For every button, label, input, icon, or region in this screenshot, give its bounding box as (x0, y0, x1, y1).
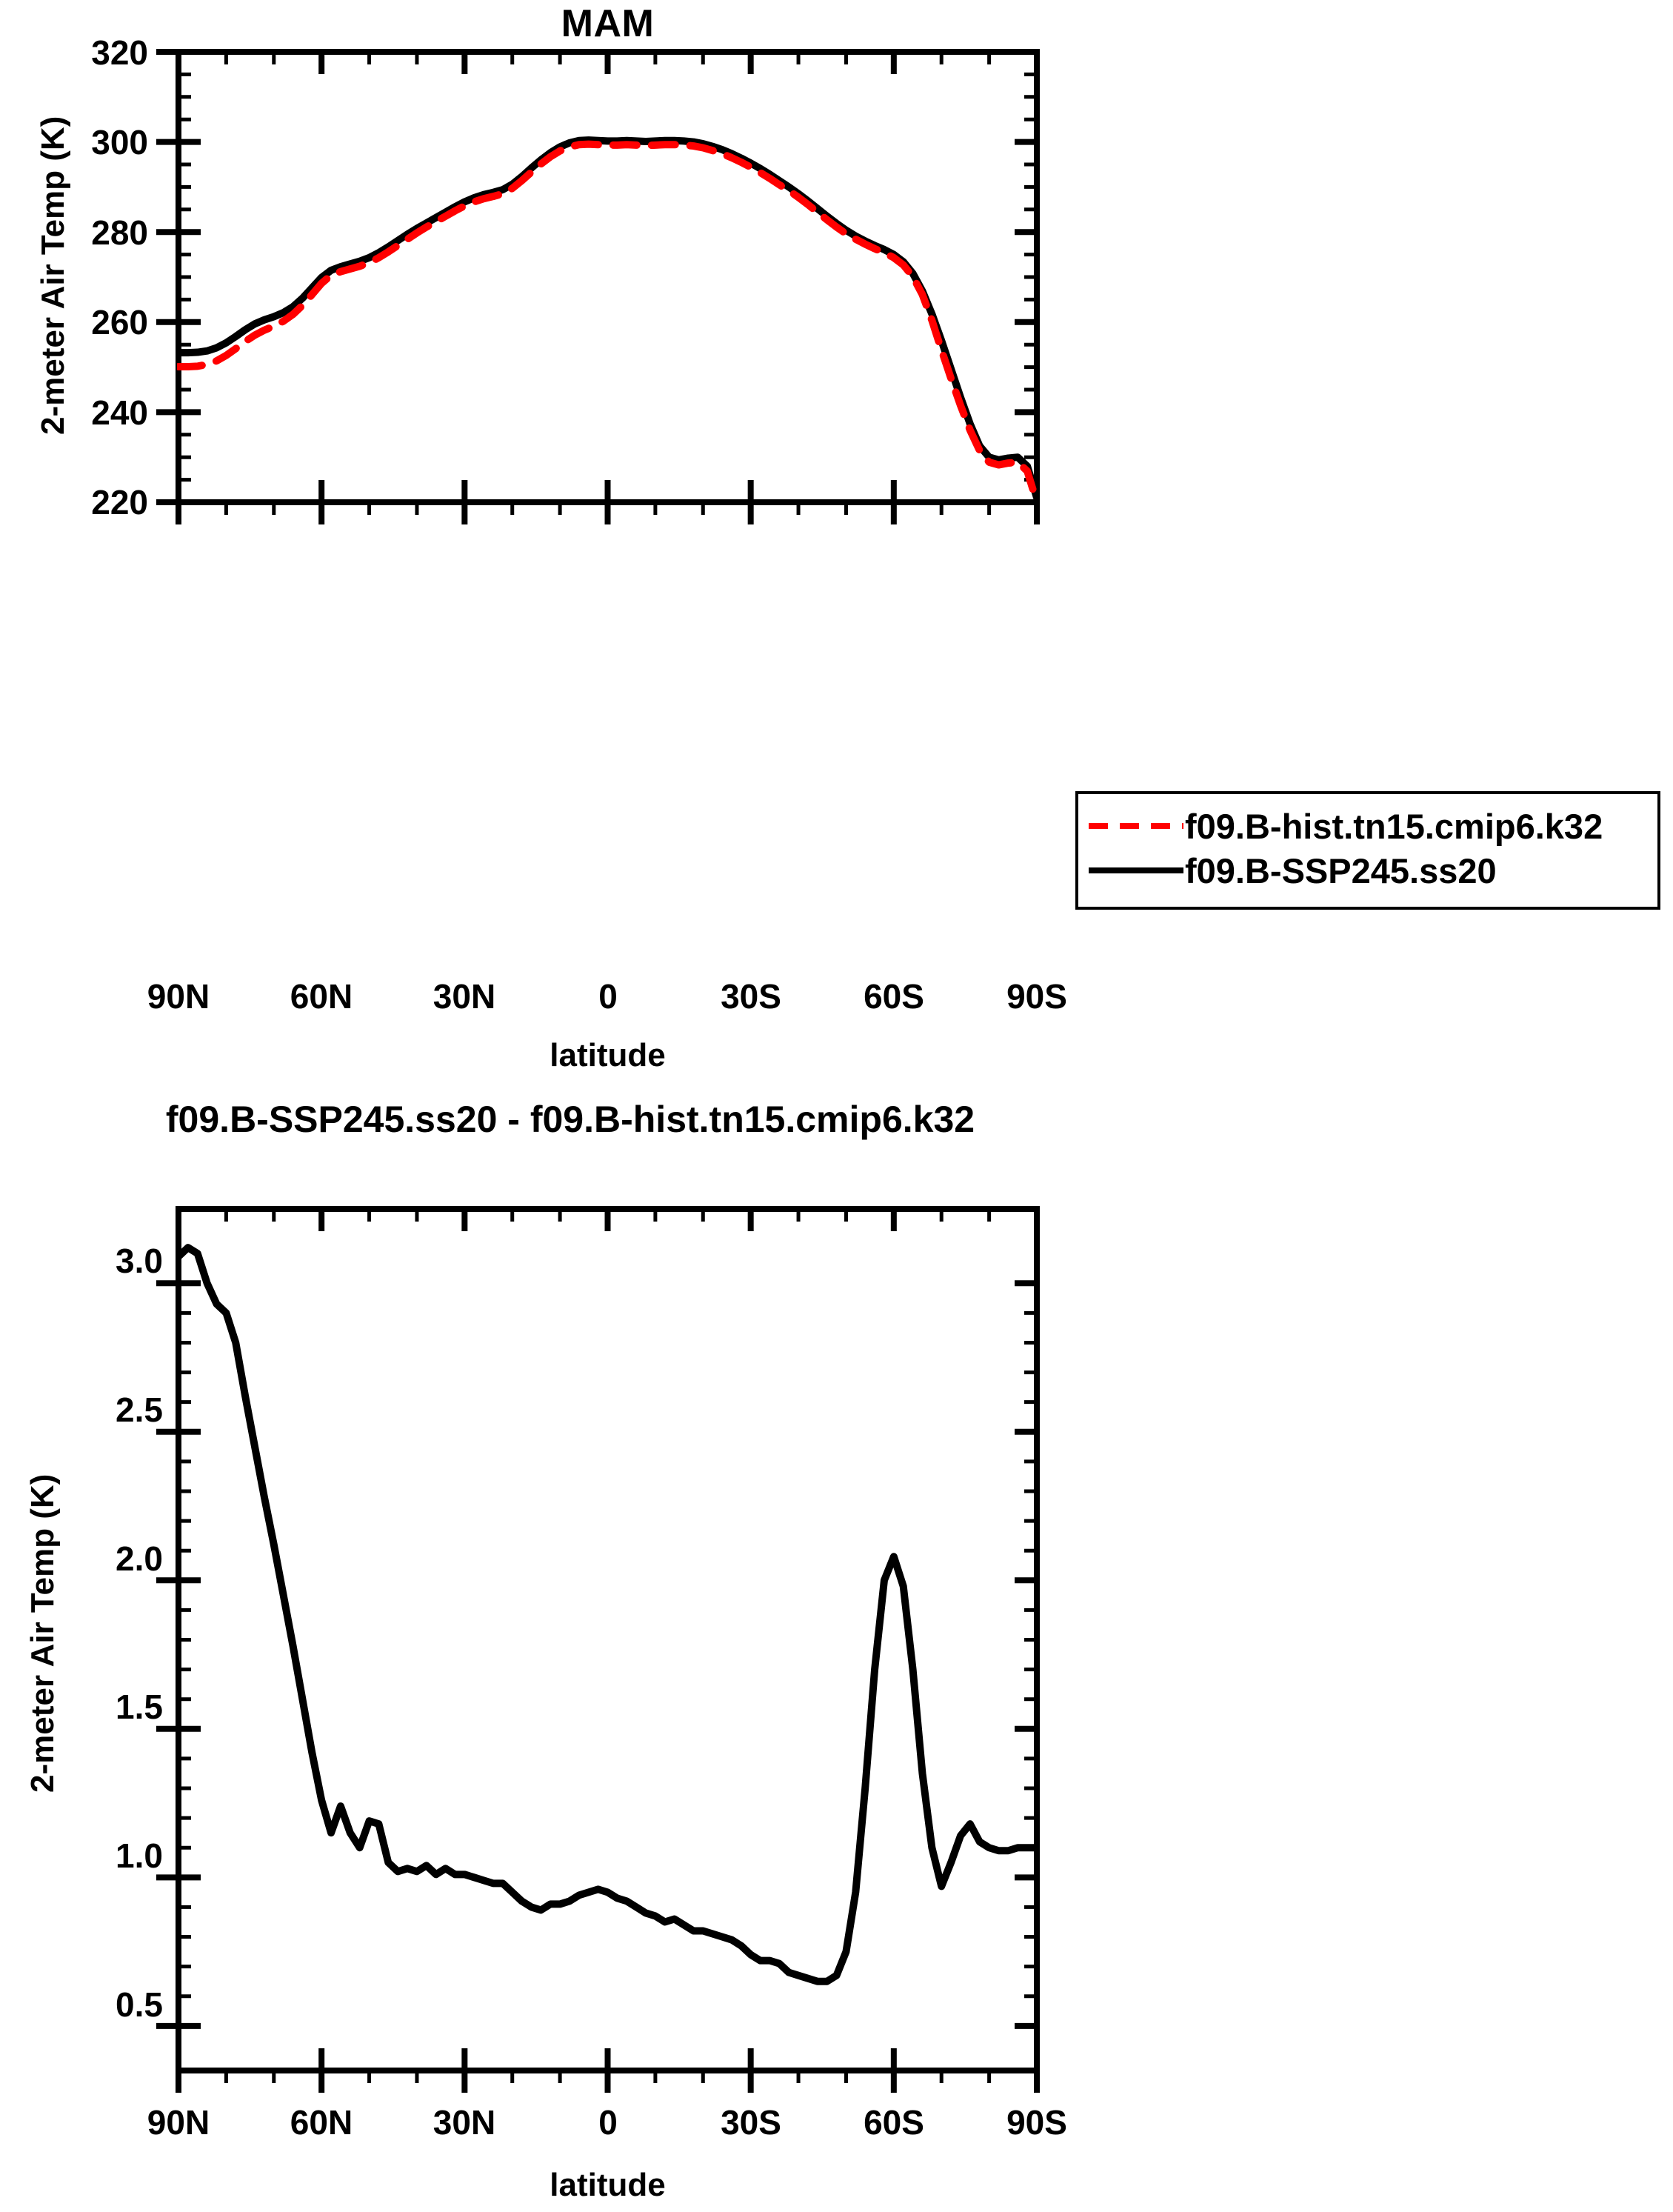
top-x-tick-label-90S: 90S (1006, 977, 1067, 1016)
bottom-y-tick-label-2.5: 2.5 (116, 1390, 163, 1429)
legend: f09.B-hist.tn15.cmip6.k32 f09.B-SSP245.s… (1075, 791, 1660, 910)
bottom-y-tick-label-1.0: 1.0 (116, 1836, 163, 1875)
top-panel-plot-area (156, 49, 1040, 524)
legend-entry-hist: f09.B-hist.tn15.cmip6.k32 (1078, 804, 1603, 847)
top-y-tick-label-220: 220 (91, 483, 148, 522)
bottom-x-tick-label-0: 0 (598, 2103, 618, 2142)
top-y-tick-label-300: 300 (91, 123, 148, 161)
bottom-x-tick-label-60N: 60N (290, 2103, 353, 2142)
top-x-tick-label-30N: 30N (433, 977, 496, 1016)
top-panel: MAM 2-meter Air Temp (K) latitude 320 30… (0, 0, 1673, 1089)
top-y-tick-label-260: 260 (91, 303, 148, 342)
bottom-x-tick-label-60S: 60S (864, 2103, 924, 2142)
bottom-panel-title: f09.B-SSP245.ss20 - f09.B-hist.tn15.cmip… (165, 1099, 975, 1140)
red-dashed-line-swatch (1089, 815, 1183, 837)
top-panel-title: MAM (561, 2, 655, 45)
bottom-x-tick-label-90N: 90N (147, 2103, 210, 2142)
top-y-tick-label-320: 320 (91, 33, 148, 72)
top-x-tick-label-0: 0 (598, 977, 618, 1016)
top-x-tick-label-60S: 60S (864, 977, 924, 1016)
bottom-x-tick-label-90S: 90S (1006, 2103, 1067, 2142)
top-y-tick-label-280: 280 (91, 213, 148, 252)
top-x-tick-label-60N: 60N (290, 977, 353, 1016)
legend-entry-ssp245: f09.B-SSP245.ss20 (1078, 849, 1497, 892)
legend-label-ssp245: f09.B-SSP245.ss20 (1185, 850, 1497, 890)
top-x-tick-label-30S: 30S (721, 977, 781, 1016)
bottom-y-tick-label-3.0: 3.0 (116, 1242, 163, 1280)
bottom-panel: f09.B-SSP245.ss20 - f09.B-hist.tn15.cmip… (0, 1089, 1673, 2212)
legend-label-hist: f09.B-hist.tn15.cmip6.k32 (1185, 806, 1603, 846)
bottom-x-tick-label-30S: 30S (721, 2103, 781, 2142)
bottom-panel-x-axis-label: latitude (550, 2167, 666, 2203)
bottom-x-tick-label-30N: 30N (433, 2103, 496, 2142)
bottom-y-tick-label-1.5: 1.5 (116, 1688, 163, 1726)
top-y-tick-label-240: 240 (91, 393, 148, 432)
black-solid-line-swatch (1089, 859, 1183, 882)
bottom-y-tick-label-2.0: 2.0 (116, 1539, 163, 1578)
top-panel-x-axis-label: latitude (550, 1037, 666, 1073)
bottom-y-tick-label-0.5: 0.5 (116, 1985, 163, 2024)
top-x-tick-label-90N: 90N (147, 977, 210, 1016)
